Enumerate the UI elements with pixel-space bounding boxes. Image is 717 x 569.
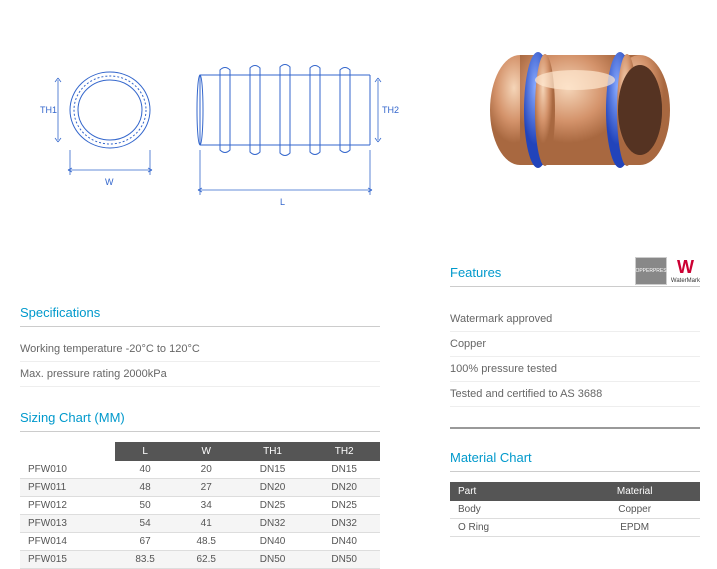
material-table: PartMaterial BodyCopperO RingEPDM [450,482,700,537]
table-row: PFW0104020DN15DN15 [20,461,380,479]
label-w: W [105,177,114,187]
table-row: PFW0135441DN32DN32 [20,515,380,533]
table-header: TH2 [308,442,380,461]
feature-item: Watermark approved [450,307,700,332]
table-header [20,442,115,461]
spec-item: Working temperature -20°C to 120°C [20,337,380,362]
label-th2: TH2 [382,105,399,115]
features-section: COPPERPRESS W WaterMark Features Waterma… [450,265,700,429]
technical-diagram: TH1 W TH2 L [20,10,420,230]
specifications-title: Specifications [20,305,380,327]
table-header: L [115,442,176,461]
table-row: O RingEPDM [450,519,700,537]
product-image [460,10,690,210]
divider [450,427,700,429]
features-list: Watermark approved Copper 100% pressure … [450,307,700,407]
certification-badges: COPPERPRESS W WaterMark [635,257,700,285]
sizing-title: Sizing Chart (MM) [20,410,380,432]
copperpress-badge: COPPERPRESS [635,257,667,285]
feature-item: Tested and certified to AS 3688 [450,382,700,407]
table-header: Material [569,482,700,501]
table-row: PFW0125034DN25DN25 [20,497,380,515]
feature-item: 100% pressure tested [450,357,700,382]
table-header: W [176,442,237,461]
sizing-section: Sizing Chart (MM) LWTH1TH2 PFW0104020DN1… [20,410,380,569]
label-th1: TH1 [40,105,57,115]
table-row: PFW0146748.5DN40DN40 [20,533,380,551]
table-row: PFW0114827DN20DN20 [20,479,380,497]
material-title: Material Chart [450,450,700,472]
sizing-table: LWTH1TH2 PFW0104020DN15DN15PFW0114827DN2… [20,442,380,569]
material-section: Material Chart PartMaterial BodyCopperO … [450,450,700,537]
feature-item: Copper [450,332,700,357]
spec-item: Max. pressure rating 2000kPa [20,362,380,387]
specifications-section: Specifications Working temperature -20°C… [20,305,380,387]
watermark-badge: W WaterMark [671,257,700,285]
table-row: BodyCopper [450,501,700,519]
specifications-list: Working temperature -20°C to 120°C Max. … [20,337,380,387]
table-header: TH1 [237,442,309,461]
label-l: L [280,197,285,207]
table-header: Part [450,482,569,501]
table-row: PFW01583.562.5DN50DN50 [20,551,380,569]
